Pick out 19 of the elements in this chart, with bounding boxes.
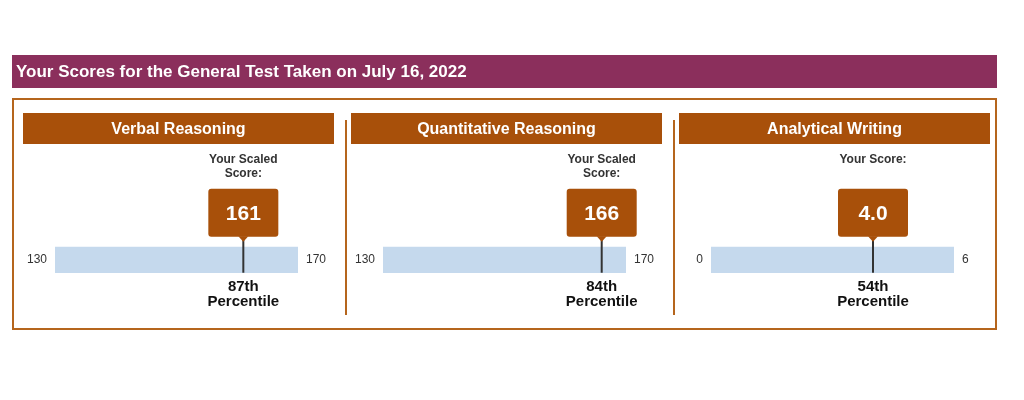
text: 54th Percentile [836, 277, 910, 309]
text: 87th Percentile [206, 277, 281, 309]
text: Quantitative Reasoning [351, 113, 662, 144]
text: Verbal Reasoning [23, 113, 334, 144]
text: 130 [26, 251, 47, 267]
text: 84th Percentile [564, 277, 639, 309]
text: 170 [306, 251, 327, 267]
text: 130 [354, 251, 375, 267]
data-label: 4.0 [858, 200, 888, 224]
data-label: 161 [225, 200, 262, 224]
text: 0 [696, 251, 703, 267]
text: Your Scaled Score: [208, 152, 279, 180]
text: Your Score: [838, 152, 908, 166]
text: 170 [634, 251, 655, 267]
text: 6 [962, 251, 969, 267]
text: Your Scaled Score: [566, 152, 637, 180]
data-label: 166 [584, 200, 620, 224]
text: Your Scores for the General Test Taken on July 16, 2022 [12, 55, 997, 88]
text: Analytical Writing [679, 113, 990, 144]
